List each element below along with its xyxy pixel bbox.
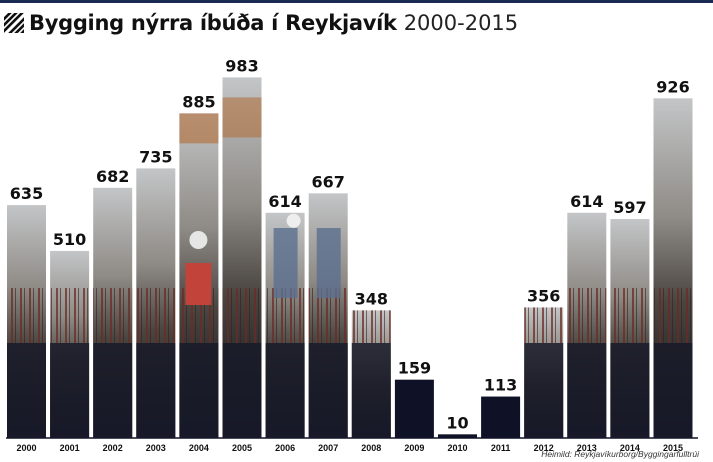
tick-label-2008: 2008	[361, 443, 381, 453]
bar-2001	[50, 250, 90, 438]
bar-texture	[7, 288, 46, 343]
bar-foundation	[179, 343, 219, 438]
bar-2007	[308, 193, 348, 438]
bar-foundation	[653, 343, 693, 438]
bar-2011	[481, 396, 521, 438]
value-label-2001: 510	[53, 230, 86, 249]
bar-foundation	[265, 343, 305, 438]
bar-foundation	[351, 343, 391, 438]
bar-rect	[481, 396, 521, 438]
bar-2004	[179, 113, 219, 438]
bar-2009	[394, 379, 434, 438]
bar-texture	[93, 288, 133, 343]
value-label-2015: 926	[656, 77, 689, 96]
bar-texture	[653, 288, 693, 343]
title-main: Bygging nýrra íbúða í Reykjavík	[29, 11, 397, 35]
value-label-2010: 10	[446, 413, 468, 432]
bar-2014	[610, 219, 650, 438]
helmet-icon	[286, 213, 301, 228]
bar-foundation	[136, 343, 176, 438]
value-label-2013: 614	[570, 192, 603, 211]
value-label-2004: 885	[182, 92, 215, 111]
value-label-2012: 356	[527, 286, 560, 305]
value-labels-group: 635 510 682 735 885 983 614 667 348 159 10 113 356 61…	[10, 56, 690, 432]
tick-label-2006: 2006	[275, 443, 295, 453]
bar-texture	[567, 288, 607, 343]
tick-label-2010: 2010	[447, 443, 467, 453]
bar-texture	[222, 288, 262, 343]
bar-foundation	[610, 343, 650, 438]
tick-label-2000: 2000	[16, 443, 36, 453]
tick-labels-group: 2000 2001 2002 2003 2004 2005 2006 2007 2008 2009…	[16, 443, 683, 453]
bar-texture	[610, 288, 650, 343]
value-label-2005: 983	[225, 56, 258, 75]
bar-foundation	[50, 343, 90, 438]
bar-2000	[7, 205, 46, 438]
value-label-2000: 635	[10, 184, 43, 203]
value-label-2011: 113	[484, 376, 517, 395]
tick-label-2013: 2013	[577, 443, 597, 453]
value-label-2006: 614	[268, 192, 301, 211]
value-label-2014: 597	[613, 198, 646, 217]
bar-foundation	[308, 343, 348, 438]
bar-2006	[265, 212, 305, 438]
bar-2005	[222, 77, 262, 438]
tick-label-2009: 2009	[404, 443, 424, 453]
bars-group	[7, 77, 693, 439]
bar-texture	[50, 288, 90, 343]
bar-rect	[394, 379, 434, 438]
bar-foundation	[7, 343, 46, 438]
bar-foundation	[93, 343, 133, 438]
bar-2002	[93, 187, 133, 438]
tick-label-2007: 2007	[318, 443, 338, 453]
bar-2003	[136, 168, 176, 439]
tick-label-2015: 2015	[663, 443, 683, 453]
value-label-2007: 667	[311, 172, 344, 191]
hatch-icon	[4, 13, 24, 33]
tick-label-2003: 2003	[146, 443, 166, 453]
bar-foundation	[222, 343, 262, 438]
bar-texture	[136, 288, 176, 343]
bar-foundation	[567, 343, 607, 438]
bar-highlight	[179, 113, 219, 144]
helmet-icon	[189, 231, 208, 249]
title-years: 2000-2015	[403, 11, 519, 35]
tick-label-2002: 2002	[103, 443, 123, 453]
bar-foundation	[524, 343, 564, 438]
bar-2015	[653, 98, 693, 438]
bar-texture	[351, 310, 391, 343]
source-note: Heimild: Reykjavíkurborg/Byggingarfulltr…	[541, 449, 699, 459]
bar-2013	[567, 212, 607, 438]
bar-rect	[438, 434, 477, 438]
tick-label-2014: 2014	[620, 443, 640, 453]
bar-2010	[438, 434, 477, 438]
bar-highlight	[222, 97, 262, 138]
value-label-2009: 159	[398, 359, 431, 378]
tick-label-2001: 2001	[60, 443, 80, 453]
value-label-2008: 348	[355, 289, 388, 308]
value-label-2002: 682	[96, 167, 129, 186]
worker-figure	[273, 228, 298, 298]
tick-label-2004: 2004	[189, 443, 209, 453]
worker-figure	[316, 228, 341, 298]
tick-label-2012: 2012	[534, 443, 554, 453]
value-label-2003: 735	[139, 147, 172, 166]
tick-label-2011: 2011	[491, 443, 511, 453]
chart-title: Bygging nýrra íbúða í Reykjavík 2000-201…	[4, 8, 518, 38]
tick-label-2005: 2005	[232, 443, 252, 453]
bar-texture	[524, 307, 564, 343]
top-rule	[0, 0, 713, 3]
worker-figure	[185, 263, 212, 305]
bar-2008	[351, 310, 391, 438]
bar-2012	[524, 307, 564, 438]
